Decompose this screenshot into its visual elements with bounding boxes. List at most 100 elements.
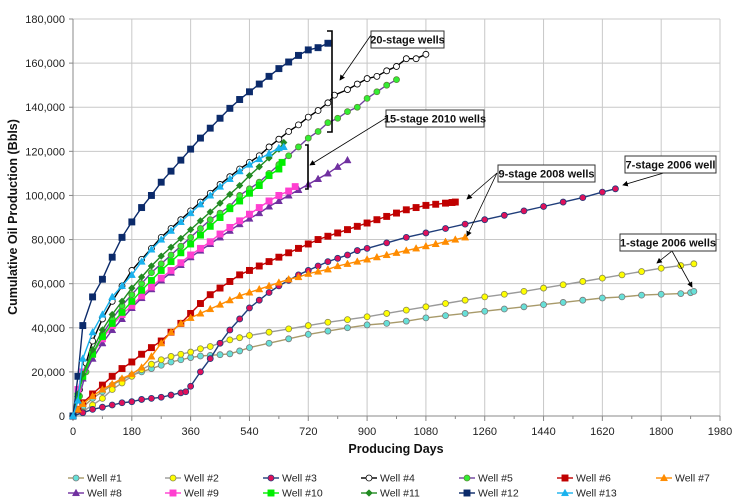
data-point bbox=[196, 217, 205, 225]
legend-label: Well #7 bbox=[675, 473, 710, 485]
legend-swatch-marker bbox=[463, 489, 471, 497]
data-point bbox=[147, 344, 155, 352]
data-point bbox=[344, 316, 351, 324]
data-point bbox=[275, 65, 283, 73]
data-point bbox=[324, 99, 332, 107]
data-point bbox=[246, 304, 253, 312]
data-point bbox=[383, 310, 391, 317]
data-point bbox=[187, 233, 195, 241]
data-point bbox=[333, 261, 342, 270]
data-point bbox=[206, 291, 214, 299]
data-point bbox=[99, 403, 106, 411]
legend-label: Well #3 bbox=[282, 473, 317, 485]
data-point bbox=[235, 166, 244, 175]
legend-item: Well #7 bbox=[656, 473, 710, 485]
data-point bbox=[206, 216, 214, 224]
data-point bbox=[89, 405, 97, 413]
legend-label: Well #10 bbox=[282, 488, 323, 500]
data-point bbox=[167, 167, 175, 175]
data-point bbox=[481, 216, 489, 224]
data-point bbox=[78, 354, 87, 362]
data-point bbox=[324, 119, 332, 127]
data-point bbox=[177, 249, 185, 257]
data-point bbox=[196, 231, 204, 239]
data-point bbox=[108, 386, 116, 393]
series-line bbox=[72, 263, 694, 417]
data-point bbox=[334, 229, 342, 237]
data-point bbox=[245, 160, 254, 168]
x-tick-label: 1260 bbox=[472, 426, 496, 438]
data-point bbox=[255, 163, 264, 171]
data-point bbox=[579, 278, 587, 285]
data-point bbox=[186, 313, 195, 321]
axes bbox=[69, 18, 721, 421]
data-point bbox=[402, 246, 411, 254]
y-tick-label: 80,000 bbox=[31, 235, 65, 247]
data-point bbox=[187, 348, 195, 356]
data-point bbox=[598, 188, 606, 196]
data-point bbox=[422, 229, 430, 237]
data-point bbox=[461, 220, 469, 228]
data-point bbox=[118, 297, 126, 306]
data-point bbox=[579, 194, 587, 202]
data-point bbox=[167, 243, 175, 252]
arrow-1-stage-a bbox=[656, 250, 673, 264]
data-point bbox=[147, 352, 156, 360]
data-point bbox=[98, 275, 106, 283]
data-point bbox=[89, 293, 97, 301]
legend-label: Well #9 bbox=[184, 488, 219, 500]
legend-item: Well #9 bbox=[165, 488, 219, 500]
data-point bbox=[108, 379, 117, 388]
data-point bbox=[304, 330, 312, 338]
data-point bbox=[216, 114, 224, 122]
data-point bbox=[167, 258, 175, 266]
data-point bbox=[245, 288, 254, 296]
data-point bbox=[372, 252, 381, 261]
data-point bbox=[265, 149, 274, 157]
series-well-10 bbox=[69, 158, 286, 420]
data-point bbox=[295, 121, 302, 129]
data-point bbox=[373, 72, 381, 80]
data-point bbox=[246, 344, 253, 352]
data-point bbox=[431, 239, 440, 248]
data-point bbox=[285, 128, 293, 135]
legend-label: Well #5 bbox=[478, 473, 513, 485]
series-well-7 bbox=[68, 233, 470, 420]
data-point bbox=[98, 310, 107, 318]
y-tick-label: 160,000 bbox=[25, 58, 65, 70]
grid bbox=[73, 18, 721, 416]
y-tick-label: 0 bbox=[59, 411, 65, 423]
data-point bbox=[128, 291, 136, 299]
y-tick-label: 120,000 bbox=[25, 146, 65, 158]
data-point bbox=[216, 339, 224, 347]
data-point bbox=[451, 235, 460, 243]
data-point bbox=[118, 233, 126, 241]
data-point bbox=[108, 292, 117, 300]
data-point bbox=[128, 358, 136, 366]
data-point bbox=[216, 284, 224, 292]
data-point bbox=[432, 200, 440, 208]
x-tick-label: 900 bbox=[358, 426, 376, 438]
data-point bbox=[236, 96, 244, 103]
data-point bbox=[638, 268, 645, 275]
data-point bbox=[422, 314, 430, 322]
data-point bbox=[461, 296, 469, 304]
data-point bbox=[344, 324, 351, 332]
data-point bbox=[363, 313, 371, 321]
data-point bbox=[383, 67, 391, 75]
data-point bbox=[147, 262, 156, 270]
legend-item: Well #8 bbox=[68, 488, 122, 500]
data-point bbox=[255, 262, 263, 270]
data-point bbox=[451, 198, 459, 206]
data-point bbox=[157, 235, 166, 243]
legend-swatch-marker bbox=[267, 489, 275, 497]
data-point bbox=[128, 297, 136, 305]
legend-swatch-marker bbox=[561, 474, 569, 482]
legend-swatch-marker bbox=[659, 473, 669, 482]
data-point bbox=[216, 230, 224, 238]
legend: Well #1 Well #2 Well #3 Well #4 Well #5 Well … bbox=[68, 473, 710, 500]
data-point bbox=[382, 250, 391, 259]
data-point bbox=[324, 327, 332, 335]
data-point bbox=[182, 388, 190, 396]
data-point bbox=[353, 222, 361, 230]
